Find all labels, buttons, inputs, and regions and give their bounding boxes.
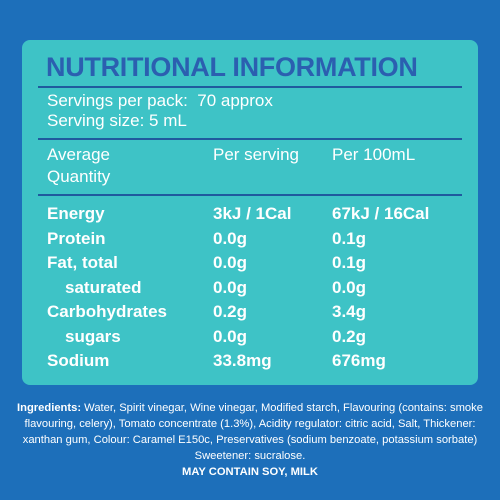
cell: Fat, total — [47, 253, 118, 272]
cell: 33.8mg — [213, 351, 272, 370]
allergens: MAY CONTAIN SOY, MILK — [182, 466, 318, 478]
cell: 67kJ / 16Cal — [332, 204, 430, 223]
divider — [38, 194, 462, 196]
cell: Energy — [47, 204, 105, 223]
cell: 676mg — [332, 351, 386, 370]
ingredients: Ingredients: Water, Spirit vinegar, Wine… — [6, 400, 494, 480]
serving-size: Serving size: 5 mL — [47, 111, 187, 130]
table-row: Fat, total 0.0g 0.1g — [47, 253, 457, 278]
cell: saturated — [65, 277, 142, 297]
divider — [38, 138, 462, 140]
ingredients-label: Ingredients: — [17, 402, 82, 414]
cell: 3.4g — [332, 302, 367, 321]
ingredients-text: Water, Spirit vinegar, Wine vinegar, Mod… — [22, 402, 483, 462]
table-row: Energy 3kJ / 1Cal 67kJ / 16Cal — [47, 204, 457, 229]
label: Servings per pack: — [47, 91, 188, 110]
cell: 0.0g — [213, 277, 248, 297]
servings: Servings per pack: 70 approx Serving siz… — [47, 91, 273, 131]
cell: Carbohydrates — [47, 302, 167, 321]
cell: sugars — [65, 326, 121, 346]
servings-per-pack: Servings per pack: 70 approx — [47, 91, 273, 111]
cell: 0.0g — [213, 326, 248, 346]
divider — [38, 86, 462, 88]
table-body: Energy 3kJ / 1Cal 67kJ / 16Cal Protein 0.0g 0… — [47, 204, 457, 376]
cell: 3kJ / 1Cal — [213, 204, 292, 223]
cell: Sodium — [47, 351, 110, 370]
table-row: Protein 0.0g 0.1g — [47, 229, 457, 254]
column-header: Average Quantity — [47, 145, 111, 186]
nutrition-panel: NUTRITIONAL INFORMATION Servings per pac… — [22, 40, 478, 385]
table-row: saturated 0.0g 0.0g — [47, 278, 457, 303]
cell: 0.1g — [332, 228, 367, 248]
cell: Protein — [47, 228, 106, 248]
cell: 0.2g — [213, 302, 248, 321]
column-header: Per serving — [213, 145, 299, 164]
cell: 0.2g — [332, 326, 367, 346]
cell: 0.0g — [213, 253, 248, 272]
value: 70 approx — [197, 91, 273, 110]
cell: 0.0g — [213, 228, 248, 248]
cell: 0.0g — [332, 277, 367, 297]
title: NUTRITIONAL INFORMATION — [46, 52, 418, 82]
column-header: Per 100mL — [332, 145, 416, 164]
cell: 0.1g — [332, 253, 367, 272]
table-row: Sodium 33.8mg 676mg — [47, 351, 457, 376]
table-row: Carbohydrates 0.2g 3.4g — [47, 302, 457, 327]
table-row: sugars 0.0g 0.2g — [47, 327, 457, 352]
